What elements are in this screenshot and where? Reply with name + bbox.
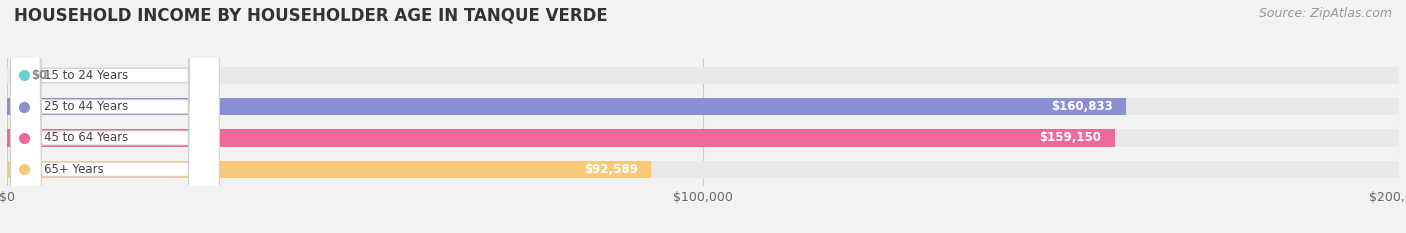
Bar [7,129,1399,147]
Bar [7,161,1399,178]
FancyBboxPatch shape [10,0,219,233]
Text: 15 to 24 Years: 15 to 24 Years [44,69,128,82]
Bar [7,98,1126,115]
Text: $92,589: $92,589 [583,163,637,176]
Text: $160,833: $160,833 [1050,100,1112,113]
Bar [7,67,1399,84]
FancyBboxPatch shape [10,0,219,233]
Bar [7,129,1115,147]
FancyBboxPatch shape [10,0,219,233]
Text: Source: ZipAtlas.com: Source: ZipAtlas.com [1258,7,1392,20]
Bar [7,161,651,178]
Text: HOUSEHOLD INCOME BY HOUSEHOLDER AGE IN TANQUE VERDE: HOUSEHOLD INCOME BY HOUSEHOLDER AGE IN T… [14,7,607,25]
Text: $159,150: $159,150 [1039,131,1101,144]
Bar [7,98,1399,115]
Text: $0: $0 [31,69,48,82]
Text: 65+ Years: 65+ Years [44,163,104,176]
Text: 25 to 44 Years: 25 to 44 Years [44,100,128,113]
FancyBboxPatch shape [10,0,219,233]
Text: 45 to 64 Years: 45 to 64 Years [44,131,128,144]
